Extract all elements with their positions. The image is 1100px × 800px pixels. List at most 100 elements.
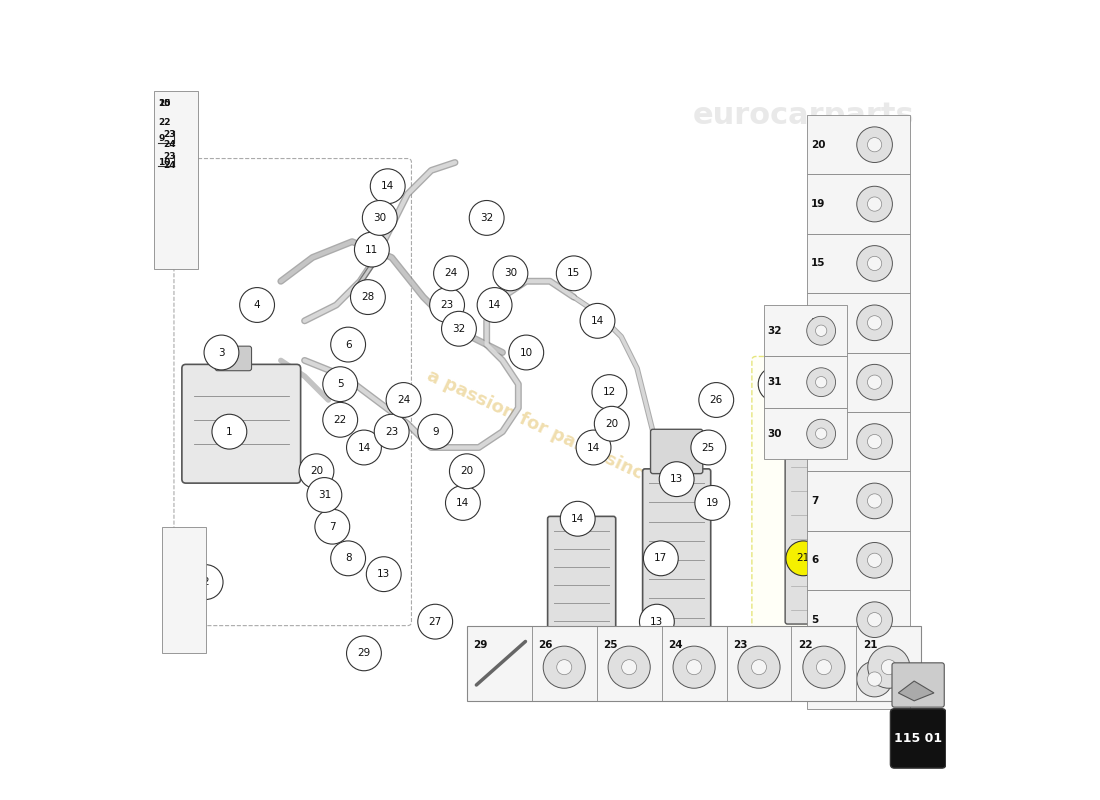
Text: 31: 31 — [768, 377, 782, 387]
Text: 20: 20 — [460, 466, 473, 476]
Polygon shape — [899, 681, 934, 701]
Circle shape — [803, 646, 845, 688]
Text: 16: 16 — [559, 664, 572, 674]
Circle shape — [857, 542, 892, 578]
FancyBboxPatch shape — [642, 469, 711, 632]
Text: 25: 25 — [603, 640, 617, 650]
Circle shape — [644, 541, 679, 576]
Circle shape — [806, 316, 836, 345]
Text: 15: 15 — [158, 98, 170, 108]
Text: 10: 10 — [158, 158, 170, 167]
Text: a passion for parts since 1985: a passion for parts since 1985 — [424, 367, 707, 512]
Circle shape — [857, 246, 892, 282]
Circle shape — [441, 311, 476, 346]
Circle shape — [639, 604, 674, 639]
Text: 32: 32 — [480, 213, 493, 223]
Circle shape — [857, 127, 892, 162]
Text: 23: 23 — [164, 152, 176, 161]
Circle shape — [868, 646, 910, 688]
Circle shape — [751, 660, 767, 674]
Text: 9: 9 — [158, 134, 165, 143]
Circle shape — [331, 541, 365, 576]
Text: 19: 19 — [812, 199, 826, 209]
Text: 20: 20 — [310, 466, 323, 476]
Circle shape — [857, 305, 892, 341]
Text: 23: 23 — [164, 130, 176, 139]
Text: 14: 14 — [381, 182, 394, 191]
Circle shape — [691, 430, 726, 465]
Text: 13: 13 — [812, 377, 826, 387]
Text: 115 01: 115 01 — [894, 731, 943, 745]
Circle shape — [673, 646, 715, 688]
Text: 14: 14 — [591, 316, 604, 326]
Text: 11: 11 — [365, 245, 378, 254]
Circle shape — [621, 660, 637, 674]
FancyBboxPatch shape — [182, 364, 300, 483]
Circle shape — [868, 553, 882, 567]
Circle shape — [212, 414, 246, 449]
Text: 20: 20 — [158, 98, 170, 108]
Circle shape — [331, 327, 365, 362]
Text: 1985: 1985 — [856, 153, 910, 172]
Circle shape — [857, 602, 892, 638]
Circle shape — [299, 454, 334, 489]
Circle shape — [815, 428, 827, 439]
FancyBboxPatch shape — [785, 382, 845, 624]
Text: 12: 12 — [603, 387, 616, 397]
Text: 29: 29 — [473, 640, 487, 650]
Text: 26: 26 — [538, 640, 552, 650]
Text: 26: 26 — [710, 395, 723, 405]
Circle shape — [204, 335, 239, 370]
Text: 13: 13 — [670, 474, 683, 484]
Circle shape — [881, 660, 896, 674]
Circle shape — [477, 287, 512, 322]
Text: 4: 4 — [812, 674, 818, 684]
Text: 13: 13 — [377, 569, 390, 579]
Text: 24: 24 — [444, 268, 458, 278]
Circle shape — [446, 486, 481, 520]
Text: 1: 1 — [227, 426, 233, 437]
Text: 30: 30 — [768, 429, 782, 438]
Circle shape — [758, 366, 793, 402]
Text: eurocarparts: eurocarparts — [693, 101, 914, 130]
Bar — [807, 174, 910, 234]
Circle shape — [868, 613, 882, 627]
Circle shape — [592, 374, 627, 410]
Circle shape — [815, 325, 827, 336]
Circle shape — [857, 424, 892, 459]
Circle shape — [868, 434, 882, 449]
Circle shape — [738, 646, 780, 688]
Text: 7: 7 — [329, 522, 336, 532]
Text: 24: 24 — [164, 140, 176, 149]
Circle shape — [806, 419, 836, 448]
Bar — [466, 626, 922, 701]
Text: 14: 14 — [812, 318, 826, 328]
Text: 14: 14 — [456, 498, 470, 508]
Text: 9: 9 — [432, 426, 439, 437]
Circle shape — [386, 382, 421, 418]
Circle shape — [857, 662, 892, 697]
Text: 24: 24 — [668, 640, 683, 650]
Text: 19: 19 — [706, 498, 719, 508]
Circle shape — [868, 494, 882, 508]
Circle shape — [346, 636, 382, 670]
Circle shape — [857, 364, 892, 400]
Text: 4: 4 — [254, 300, 261, 310]
Circle shape — [785, 541, 821, 576]
Bar — [807, 530, 910, 590]
Circle shape — [868, 256, 882, 270]
Circle shape — [560, 502, 595, 536]
Text: 29: 29 — [358, 648, 371, 658]
Circle shape — [857, 483, 892, 518]
Text: 14: 14 — [358, 442, 371, 453]
Circle shape — [868, 316, 882, 330]
Circle shape — [608, 646, 650, 688]
Text: 30: 30 — [373, 213, 386, 223]
Circle shape — [418, 604, 452, 639]
Bar — [763, 305, 847, 357]
Text: 30: 30 — [504, 268, 517, 278]
Circle shape — [857, 186, 892, 222]
Bar — [807, 115, 910, 174]
Text: 13: 13 — [650, 617, 663, 626]
Text: 5: 5 — [812, 614, 818, 625]
